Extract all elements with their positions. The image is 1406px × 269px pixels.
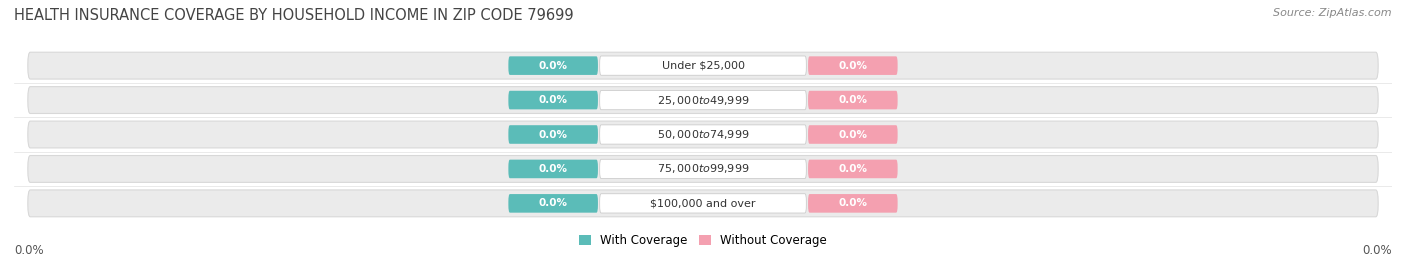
FancyBboxPatch shape xyxy=(509,125,598,144)
Text: 0.0%: 0.0% xyxy=(538,95,568,105)
Text: 0.0%: 0.0% xyxy=(538,129,568,140)
Text: 0.0%: 0.0% xyxy=(538,164,568,174)
FancyBboxPatch shape xyxy=(28,87,1378,114)
FancyBboxPatch shape xyxy=(808,56,897,75)
FancyBboxPatch shape xyxy=(808,160,897,178)
Text: $75,000 to $99,999: $75,000 to $99,999 xyxy=(657,162,749,175)
FancyBboxPatch shape xyxy=(599,90,807,110)
FancyBboxPatch shape xyxy=(808,194,897,213)
FancyBboxPatch shape xyxy=(808,125,897,144)
Text: 0.0%: 0.0% xyxy=(538,198,568,208)
FancyBboxPatch shape xyxy=(509,194,598,213)
Text: HEALTH INSURANCE COVERAGE BY HOUSEHOLD INCOME IN ZIP CODE 79699: HEALTH INSURANCE COVERAGE BY HOUSEHOLD I… xyxy=(14,8,574,23)
Text: 0.0%: 0.0% xyxy=(14,244,44,257)
Text: $50,000 to $74,999: $50,000 to $74,999 xyxy=(657,128,749,141)
FancyBboxPatch shape xyxy=(509,56,598,75)
FancyBboxPatch shape xyxy=(509,91,598,109)
FancyBboxPatch shape xyxy=(28,155,1378,182)
Text: 0.0%: 0.0% xyxy=(1362,244,1392,257)
FancyBboxPatch shape xyxy=(509,160,598,178)
Text: 0.0%: 0.0% xyxy=(838,164,868,174)
Text: Under $25,000: Under $25,000 xyxy=(661,61,745,71)
Text: $100,000 and over: $100,000 and over xyxy=(650,198,756,208)
FancyBboxPatch shape xyxy=(599,125,807,144)
FancyBboxPatch shape xyxy=(28,190,1378,217)
FancyBboxPatch shape xyxy=(599,159,807,179)
FancyBboxPatch shape xyxy=(599,56,807,75)
Text: 0.0%: 0.0% xyxy=(838,129,868,140)
FancyBboxPatch shape xyxy=(599,194,807,213)
Text: 0.0%: 0.0% xyxy=(838,95,868,105)
Text: 0.0%: 0.0% xyxy=(538,61,568,71)
Text: $25,000 to $49,999: $25,000 to $49,999 xyxy=(657,94,749,107)
FancyBboxPatch shape xyxy=(28,121,1378,148)
Text: 0.0%: 0.0% xyxy=(838,198,868,208)
FancyBboxPatch shape xyxy=(28,52,1378,79)
FancyBboxPatch shape xyxy=(808,91,897,109)
Legend: With Coverage, Without Coverage: With Coverage, Without Coverage xyxy=(574,229,832,252)
Text: Source: ZipAtlas.com: Source: ZipAtlas.com xyxy=(1274,8,1392,18)
Text: 0.0%: 0.0% xyxy=(838,61,868,71)
